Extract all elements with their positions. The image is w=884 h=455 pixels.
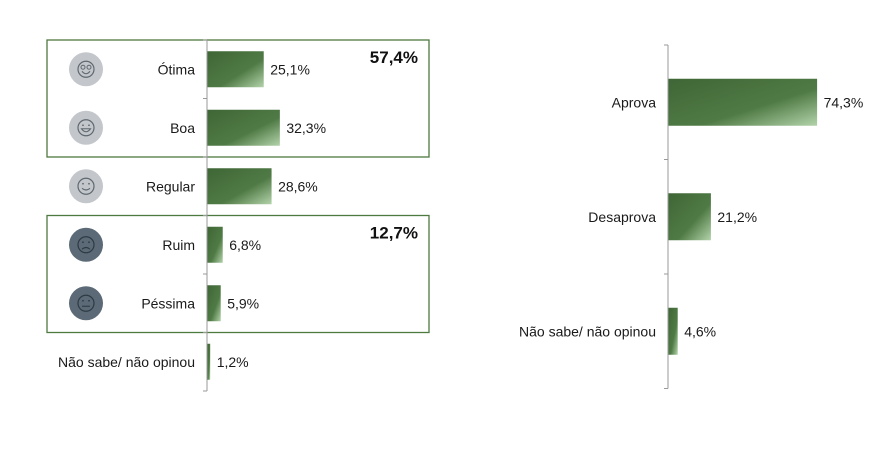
neutral-face-icon: [69, 286, 103, 321]
category-label: Não sabe/ não opinou: [519, 323, 656, 339]
data-label: 28,6%: [278, 178, 318, 194]
data-label: 5,9%: [227, 295, 259, 311]
very-happy-face-icon: [69, 52, 103, 87]
data-label: 25,1%: [270, 61, 310, 77]
data-label: 74,3%: [824, 94, 864, 110]
data-label: 6,8%: [229, 237, 261, 253]
group-box: [46, 39, 430, 158]
evaluation-chart: 57,4% 12,7% 25,1% Ótima 32,3% Boa 28,6% Regular…: [46, 39, 430, 392]
neutral-smile-face-icon: [69, 169, 103, 204]
bar: [207, 109, 280, 146]
group-total-label: 57,4%: [370, 48, 418, 67]
data-label: 4,6%: [684, 323, 716, 339]
bar: [207, 343, 211, 380]
category-label: Ótima: [158, 61, 196, 77]
category-label: Desaprova: [588, 209, 656, 225]
bar: [207, 168, 272, 205]
data-label: 32,3%: [286, 120, 326, 136]
category-label: Aprova: [612, 94, 657, 110]
happy-face-icon: [69, 110, 103, 145]
bar: [207, 226, 223, 263]
bar: [668, 307, 678, 355]
category-label: Regular: [146, 178, 195, 194]
bar: [668, 78, 818, 126]
bar: [668, 193, 711, 241]
category-label: Não sabe/ não opinou: [58, 354, 195, 370]
sad-face-icon: [69, 227, 103, 262]
group-box: [46, 214, 430, 334]
data-label: 1,2%: [217, 354, 249, 370]
bar: [207, 51, 264, 88]
approval-chart: 74,3% Aprova 21,2% Desaprova 4,6% Não sabe/ n…: [519, 44, 864, 389]
bar: [207, 285, 221, 322]
group-total-label: 12,7%: [370, 224, 418, 243]
category-label: Ruim: [162, 237, 195, 253]
category-label: Boa: [170, 120, 195, 136]
category-label: Péssima: [141, 295, 195, 311]
data-label: 21,2%: [717, 209, 757, 225]
